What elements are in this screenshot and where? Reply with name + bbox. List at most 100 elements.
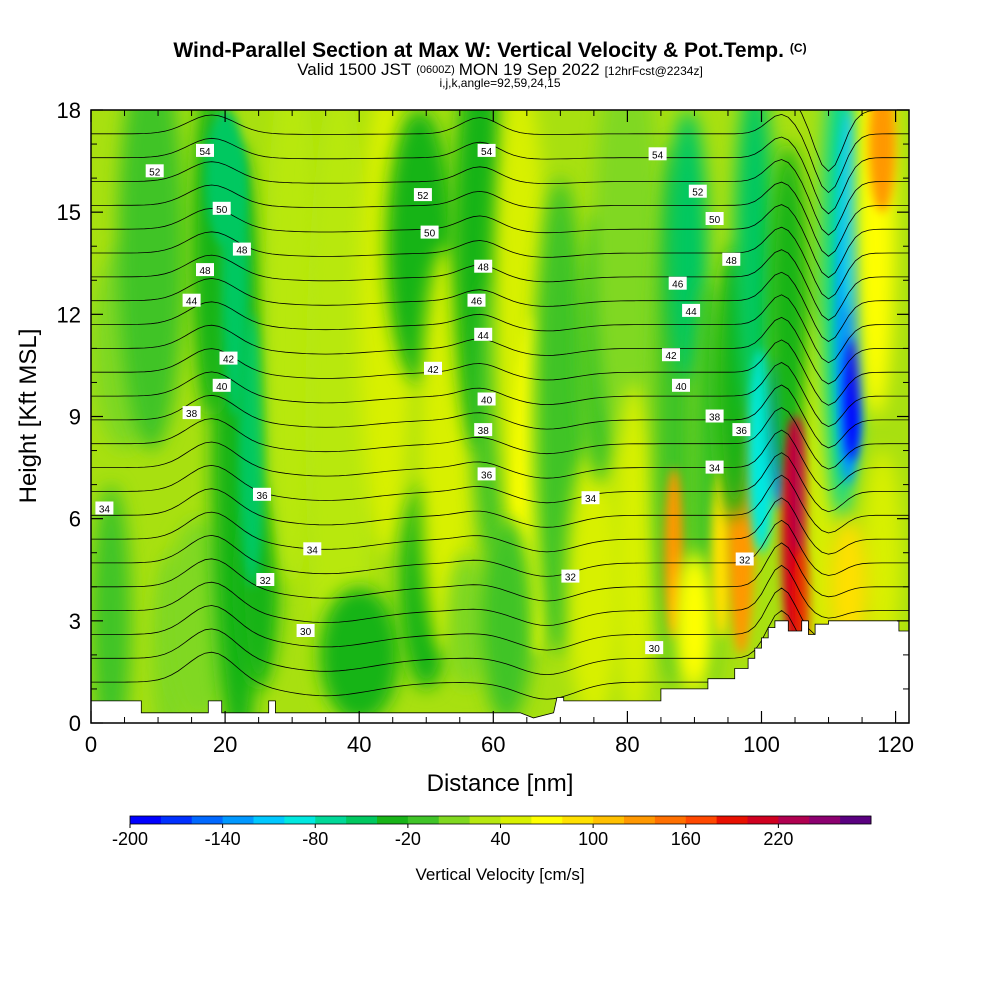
contour-theta-32 [91,587,909,651]
contour-label-20: 42 [424,361,442,376]
velocity-cell-12 [305,110,373,723]
contour-label-27: 54 [648,147,667,161]
contour-label-bg [581,491,600,505]
contour-label-bg [256,573,275,586]
contour-label-text: 34 [307,545,319,556]
colorbar-swatch-11 [469,816,501,824]
contour-label-text: 50 [709,215,721,226]
contour-label-text: 46 [471,297,483,308]
contour-label-25: 32 [561,569,580,584]
velocity-cell-25 [567,450,621,723]
velocity-cell-28 [614,382,655,723]
velocity-cell-49 [855,110,896,417]
y-tick-label: 18 [57,98,81,123]
contour-theta-33 [91,564,909,626]
contour-label-13: 30 [296,624,315,638]
contour-label-bg [95,501,114,515]
colorbar-tick-label: -20 [395,829,421,849]
contour-label-text: 44 [686,307,698,318]
contour-theta-36 [91,497,909,555]
velocity-cell-23 [479,518,534,723]
contour-label-text: 54 [199,147,211,158]
contour-theta-45 [91,294,909,364]
velocity-cell-20 [446,552,487,689]
contour-label-30: 48 [722,252,741,267]
contour-label-text: 50 [216,205,228,216]
contour-label-bg [474,259,493,273]
contour-label-text: 42 [665,351,677,362]
velocity-cell-40 [768,143,809,485]
contour-label-text: 36 [481,470,493,481]
velocity-cell-0 [91,484,132,723]
contour-label-17: 48 [474,259,493,274]
contour-label-bg [732,423,751,437]
velocity-cell-9 [238,314,266,587]
contour-label-text: 40 [216,382,228,393]
contour-label-text: 44 [186,297,198,308]
colorbar-tick-label: 40 [490,829,510,849]
contour-label-text: 48 [726,256,738,267]
contour-label-text: 32 [260,576,272,587]
colorbar-swatch-19 [716,816,748,824]
colorbar-swatch-0 [130,816,162,824]
velocity-cell-34 [711,467,732,638]
contour-label-bg [196,143,214,157]
contour-label-0: 54 [196,143,214,158]
velocity-cell-47 [844,338,860,461]
velocity-cell-13 [319,586,400,723]
contour-label-26: 30 [645,641,664,655]
contour-label-bg [688,184,707,198]
colorbar: -200 -140 -80 -20 40 100 160 220 [112,815,872,849]
contour-label-bg [648,147,667,161]
potential-temperature-contours [91,110,909,700]
velocity-cell-27 [593,110,661,451]
contour-label-text: 40 [481,396,493,407]
contour-label-text: 30 [649,644,661,655]
contour-label-8: 38 [182,406,201,420]
velocity-cell-38 [748,348,775,553]
contour-theta-35 [91,519,909,577]
contour-label-text: 36 [736,426,748,437]
x-tick-label: 20 [213,732,237,757]
contour-label-bg [668,276,687,290]
y-tick-label: 0 [69,711,81,736]
x-tick-label: 60 [481,732,505,757]
contour-label-bg [705,409,724,423]
colorbar-swatch-1 [160,816,193,824]
contour-label-bg [196,263,214,277]
colorbar-swatch-15 [593,816,625,824]
contour-label-bg [212,201,231,215]
chart-subtitle-indices: i,j,k,angle=92,59,24,15 [439,76,560,90]
contour-label-text: 42 [427,365,439,376]
contour-label-text: 34 [585,494,597,505]
contour-label-bg [296,624,315,637]
velocity-cell-11 [265,110,319,587]
colorbar-swatch-13 [531,816,563,824]
contour-label-text: 48 [478,263,490,274]
contour-label-38: 32 [735,552,754,567]
contour-label-bg [705,212,724,225]
contour-theta-39 [91,429,909,491]
colorbar-tick-label: 100 [578,829,608,849]
contour-theta-44 [91,316,909,385]
contour-label-bg [467,293,486,307]
contour-label-bg [682,303,701,317]
contour-label-bg [424,361,442,375]
contour-theta-34 [91,542,909,602]
colorbar-swatch-7 [346,816,378,824]
contour-theta-48 [91,226,909,300]
contour-label-bg [477,392,496,406]
contour-label-text: 48 [199,266,211,277]
contour-theta-38 [91,452,909,513]
terrain [91,620,909,723]
contour-label-23: 36 [477,467,496,481]
colorbar-swatch-22 [809,816,841,824]
colorbar-swatch-16 [624,816,656,824]
x-tick-label: 40 [347,732,371,757]
contour-label-text: 50 [424,229,436,240]
contour-theta-52 [91,136,909,215]
contour-label-bg [474,423,493,437]
contour-label-text: 32 [565,573,577,584]
contour-label-bg [182,406,201,420]
